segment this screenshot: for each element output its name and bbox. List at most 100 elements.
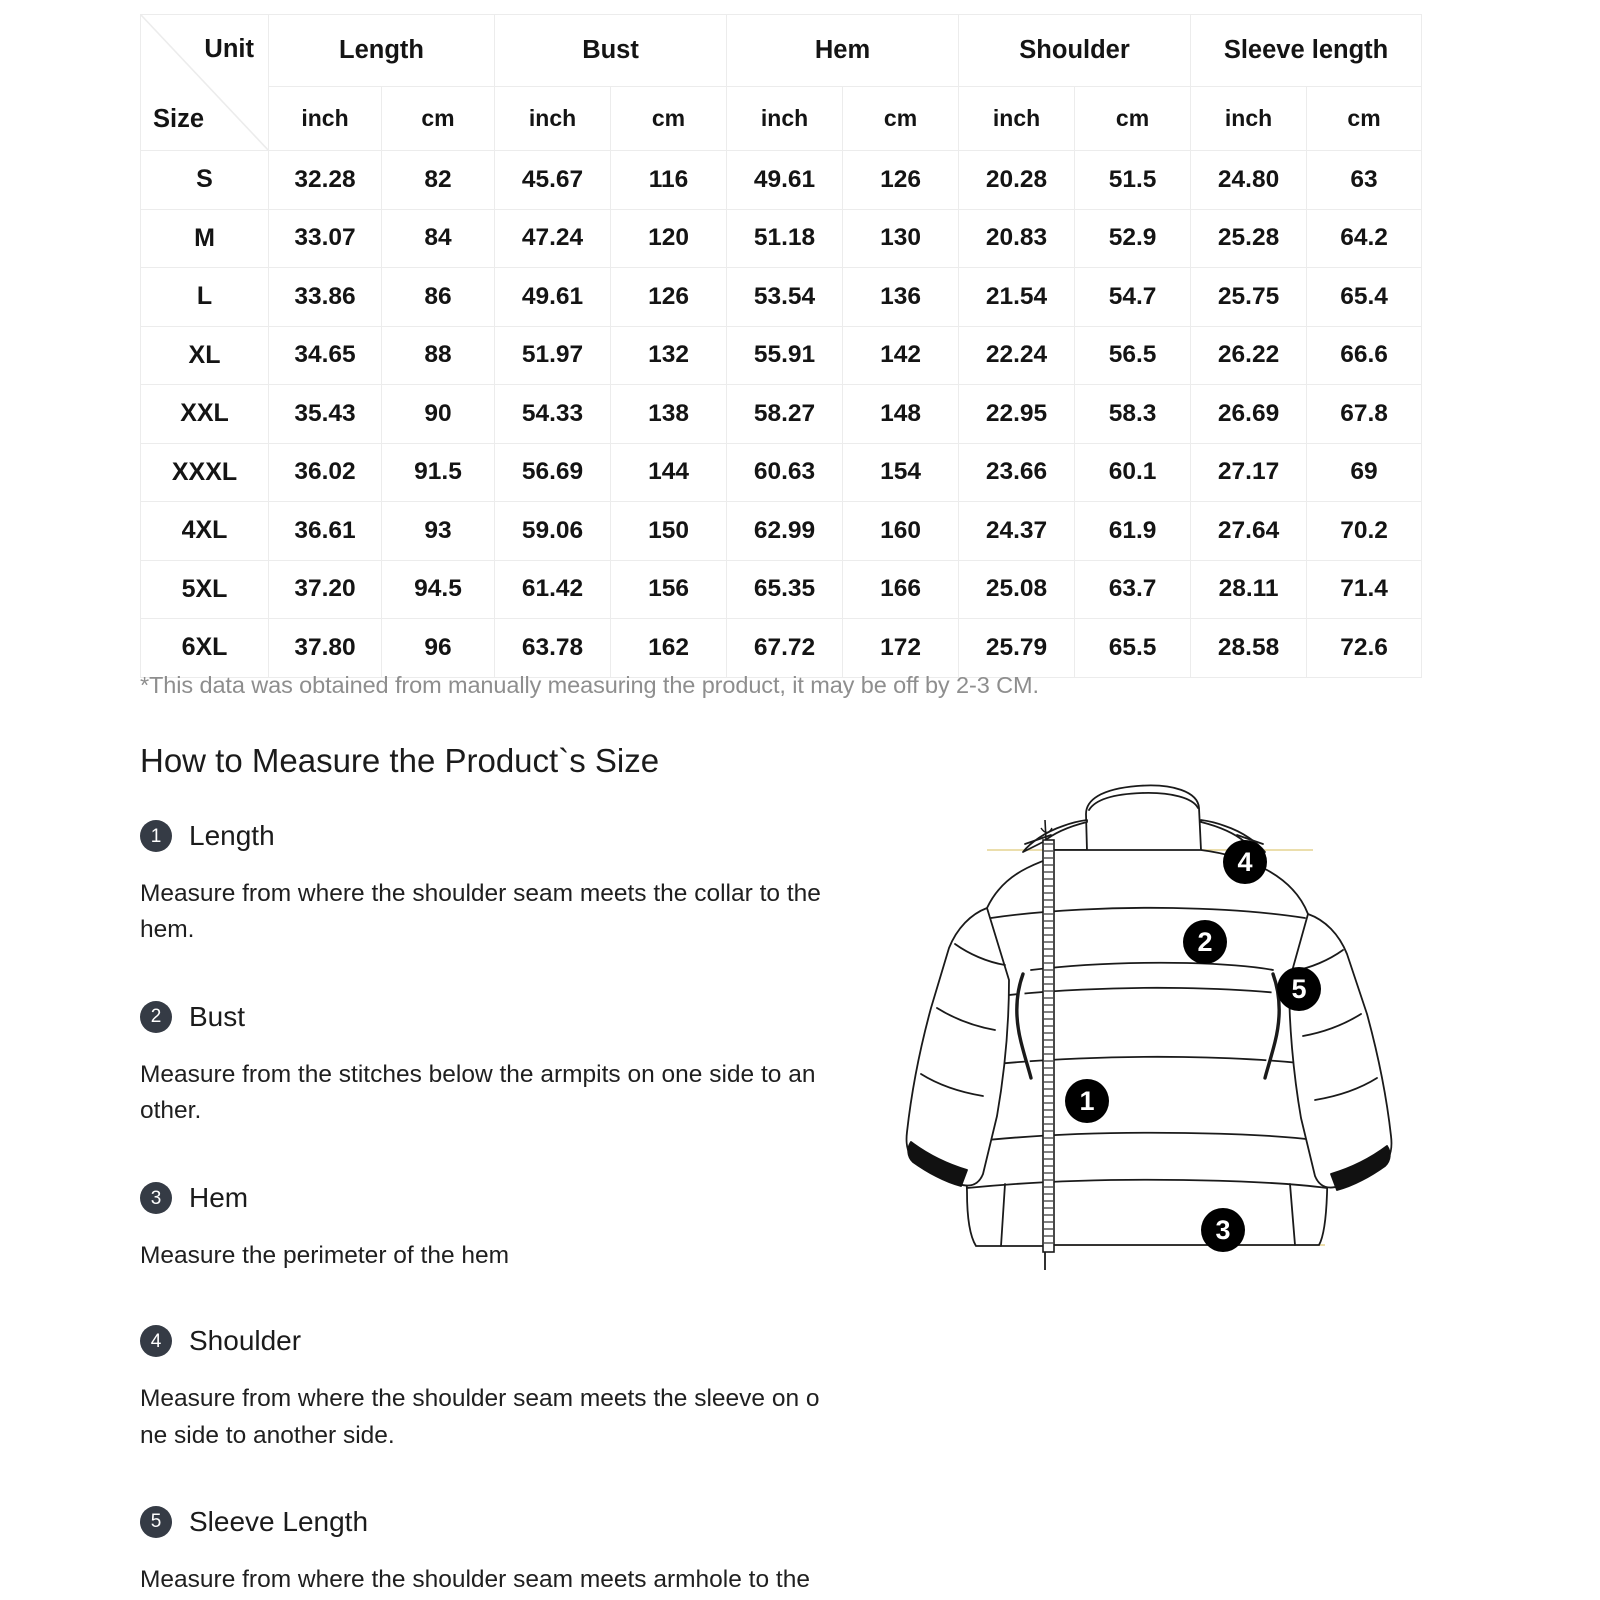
cell-sleeve-inch: 24.80 [1190,150,1308,210]
size-header-label: Size [153,105,205,133]
cell-bust-inch: 56.69 [494,442,612,502]
cell-length-inch: 35.43 [268,384,382,444]
diagram-marker-5: 5 [1277,967,1321,1011]
group-header-shoulder: Shoulder [958,14,1192,87]
group-header-hem: Hem [726,14,960,87]
cell-length-inch: 34.65 [268,325,382,385]
cell-bust-cm: 116 [610,150,728,210]
step-title: Length [189,820,275,851]
size-label: S [140,150,269,210]
measurement-step-sleeve-length: 5 Sleeve Length Measure from where the s… [140,1502,860,1600]
measurement-step-length: 1 Length Measure from where the shoulder… [140,816,860,949]
step-description: Measure from the stitches below the armp… [140,1060,816,1124]
table-unit-header-row: inch cm inch cm inch cm inch cm inch cm [141,86,1423,151]
cell-bust-cm: 126 [610,267,728,327]
cell-bust-cm: 138 [610,384,728,444]
cell-sleeve-cm: 71.4 [1306,559,1423,619]
diagram-marker-1: 1 [1065,1079,1109,1123]
step-number-badge-1: 1 [140,820,172,852]
cell-sleeve-inch: 26.22 [1190,325,1308,385]
cell-sleeve-cm: 69 [1306,442,1423,502]
table-row: S 32.28 82 45.67 116 49.61 126 20.28 51.… [140,150,1423,210]
measurement-disclaimer: *This data was obtained from manually me… [140,672,1039,698]
measurement-steps-list: 1 Length Measure from where the shoulder… [140,816,860,1600]
cell-shoulder-cm: 65.5 [1074,618,1192,678]
cell-hem-inch: 58.27 [726,384,844,444]
size-label: XXXL [140,442,269,502]
cell-sleeve-inch: 25.28 [1190,208,1308,268]
step-description: Measure the perimeter of the hem [140,1242,510,1269]
step-header: 2 Bust [140,997,860,1037]
cell-hem-inch: 60.63 [726,442,844,502]
cell-shoulder-cm: 52.9 [1074,208,1192,268]
cell-bust-cm: 156 [610,559,728,619]
step-title: Bust [189,1000,246,1032]
cell-hem-cm: 154 [842,442,960,502]
cell-bust-inch: 59.06 [494,501,612,561]
jacket-outline [905,784,1393,1247]
cell-length-inch: 36.02 [268,442,382,502]
step-description: Measure from where the shoulder seam mee… [140,1565,810,1593]
measurement-step-shoulder: 4 Shoulder Measure from where the should… [140,1321,860,1454]
step-header: 5 Sleeve Length [140,1502,860,1542]
size-label: XXL [140,384,269,444]
cell-bust-inch: 51.97 [494,325,612,385]
cell-sleeve-inch: 28.11 [1190,559,1308,619]
cell-bust-inch: 47.24 [494,208,612,268]
cell-shoulder-inch: 25.08 [958,559,1076,619]
measurement-step-bust: 2 Bust Measure from the stitches below t… [140,997,860,1130]
step-title: Sleeve Length [189,1505,369,1537]
table-row: XXL 35.43 90 54.33 138 58.27 148 22.95 5… [140,384,1423,444]
cell-sleeve-cm: 64.2 [1306,208,1423,268]
cell-length-inch: 33.86 [268,267,382,327]
cell-bust-cm: 150 [610,501,728,561]
cell-length-inch: 32.28 [268,150,382,210]
cell-sleeve-inch: 26.69 [1190,384,1308,444]
cell-length-cm: 82 [380,150,496,210]
unit-header-shoulder-cm: cm [1074,86,1192,151]
how-to-measure-title: How to Measure the Product`s Size [140,742,660,779]
cell-hem-cm: 172 [842,618,960,678]
cell-bust-cm: 132 [610,325,728,385]
cell-hem-inch: 51.18 [726,208,844,268]
table-row: XXXL 36.02 91.5 56.69 144 60.63 154 23.6… [140,442,1423,502]
cell-length-cm: 88 [380,325,496,385]
cell-bust-inch: 54.33 [494,384,612,444]
cell-hem-inch: 67.72 [726,618,844,678]
step-header: 4 Shoulder [140,1321,860,1361]
size-chart-table: Unit Size Length Bust Hem Shoulder Sleev… [140,14,1423,678]
table-row: 5XL 37.20 94.5 61.42 156 65.35 166 25.08… [140,559,1423,619]
step-number-badge-5: 5 [140,1505,172,1538]
unit-header-length-cm: cm [380,86,496,151]
table-row: M 33.07 84 47.24 120 51.18 130 20.83 52.… [140,208,1423,268]
step-description: Measure from where the shoulder seam mee… [140,1385,820,1449]
cell-bust-cm: 144 [610,442,728,502]
jacket-diagram-svg [905,784,1393,1270]
cell-hem-cm: 126 [842,150,960,210]
cell-shoulder-inch: 25.79 [958,618,1076,678]
table-header: Unit Size Length Bust Hem Shoulder Sleev… [140,14,1423,151]
unit-header-length-inch: inch [268,86,382,151]
unit-header-bust-cm: cm [610,86,728,151]
cell-hem-inch: 65.35 [726,559,844,619]
cell-hem-cm: 130 [842,208,960,268]
cell-hem-cm: 142 [842,325,960,385]
cell-bust-inch: 49.61 [494,267,612,327]
cell-hem-inch: 55.91 [726,325,844,385]
cell-shoulder-cm: 60.1 [1074,442,1192,502]
cell-shoulder-inch: 24.37 [958,501,1076,561]
cell-sleeve-cm: 67.8 [1306,384,1423,444]
cell-length-cm: 96 [380,618,496,678]
table-row: 4XL 36.61 93 59.06 150 62.99 160 24.37 6… [140,501,1423,561]
cell-sleeve-inch: 27.64 [1190,501,1308,561]
unit-header-bust-inch: inch [494,86,612,151]
cell-hem-inch: 49.61 [726,150,844,210]
unit-header-label: Unit [204,35,254,63]
cell-sleeve-cm: 66.6 [1306,325,1423,385]
zipper [1040,819,1055,1270]
cell-length-cm: 86 [380,267,496,327]
unit-header-sleeve-cm: cm [1306,86,1423,151]
diagram-marker-4: 4 [1223,840,1267,884]
cell-sleeve-cm: 63 [1306,150,1423,210]
cell-shoulder-cm: 54.7 [1074,267,1192,327]
